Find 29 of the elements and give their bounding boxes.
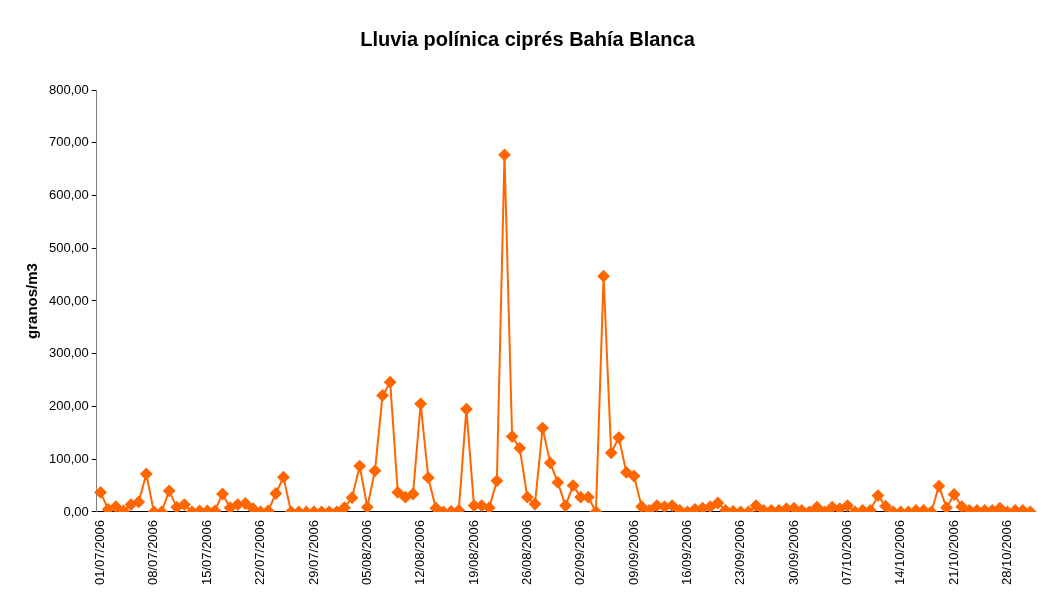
x-tick-label: 23/09/2006 — [732, 519, 748, 586]
x-tick-label: 12/08/2006 — [412, 519, 428, 586]
y-tick-label: 100,00 — [49, 450, 89, 466]
y-tick-label: 500,00 — [49, 239, 89, 255]
x-tick-label: 15/07/2006 — [198, 519, 214, 586]
x-tick-label: 19/08/2006 — [465, 519, 481, 586]
x-tick-label: 26/08/2006 — [518, 519, 534, 586]
x-tick-label: 09/09/2006 — [625, 519, 641, 586]
y-tick-label: 0,00 — [63, 503, 89, 519]
x-tick-label: 02/09/2006 — [572, 519, 588, 586]
y-tick-label: 800,00 — [49, 81, 89, 97]
x-tick-label: 07/10/2006 — [839, 519, 855, 586]
x-tick-label: 29/07/2006 — [305, 519, 321, 586]
x-tick-label: 22/07/2006 — [252, 519, 268, 586]
y-axis-title: granos/m3 — [23, 263, 41, 339]
x-tick-label: 28/10/2006 — [999, 519, 1015, 586]
x-tick-label: 14/10/2006 — [892, 519, 908, 586]
y-tick-label: 200,00 — [49, 398, 89, 414]
chart-title: Lluvia polínica ciprés Bahía Blanca — [360, 27, 696, 50]
y-tick-label: 300,00 — [49, 345, 89, 361]
x-tick-label: 01/07/2006 — [92, 519, 108, 586]
y-tick-label: 700,00 — [49, 134, 89, 150]
y-tick-label: 400,00 — [49, 292, 89, 308]
x-tick-label: 08/07/2006 — [145, 519, 161, 586]
x-tick-label: 05/08/2006 — [358, 519, 374, 586]
x-tick-label: 30/09/2006 — [785, 519, 801, 586]
x-tick-label: 16/09/2006 — [678, 519, 694, 586]
y-tick-label: 600,00 — [49, 187, 89, 203]
x-tick-label: 21/10/2006 — [945, 519, 961, 586]
